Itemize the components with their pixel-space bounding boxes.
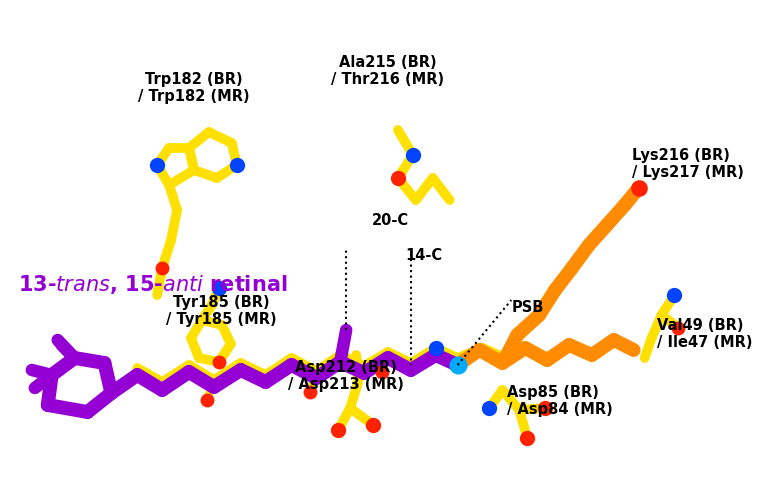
Text: Tyr185 (BR)
/ Tyr185 (MR): Tyr185 (BR) / Tyr185 (MR) — [166, 295, 276, 327]
Text: 20-C: 20-C — [372, 213, 409, 228]
Text: 14-C: 14-C — [405, 248, 442, 263]
Text: 13-$\mathit{trans}$, 15-$\mathit{anti}$ retinal: 13-$\mathit{trans}$, 15-$\mathit{anti}$ … — [18, 273, 287, 296]
Text: Asp85 (BR)
/ Asp84 (MR): Asp85 (BR) / Asp84 (MR) — [507, 385, 613, 417]
Text: Lys216 (BR)
/ Lys217 (MR): Lys216 (BR) / Lys217 (MR) — [632, 148, 744, 181]
Text: PSB: PSB — [511, 300, 544, 315]
Text: Val49 (BR)
/ Ile47 (MR): Val49 (BR) / Ile47 (MR) — [657, 318, 752, 350]
Text: Ala215 (BR)
/ Thr216 (MR): Ala215 (BR) / Thr216 (MR) — [331, 55, 444, 87]
Text: Trp182 (BR)
/ Trp182 (MR): Trp182 (BR) / Trp182 (MR) — [138, 72, 250, 104]
Text: Asp212 (BR)
/ Asp213 (MR): Asp212 (BR) / Asp213 (MR) — [289, 360, 404, 392]
